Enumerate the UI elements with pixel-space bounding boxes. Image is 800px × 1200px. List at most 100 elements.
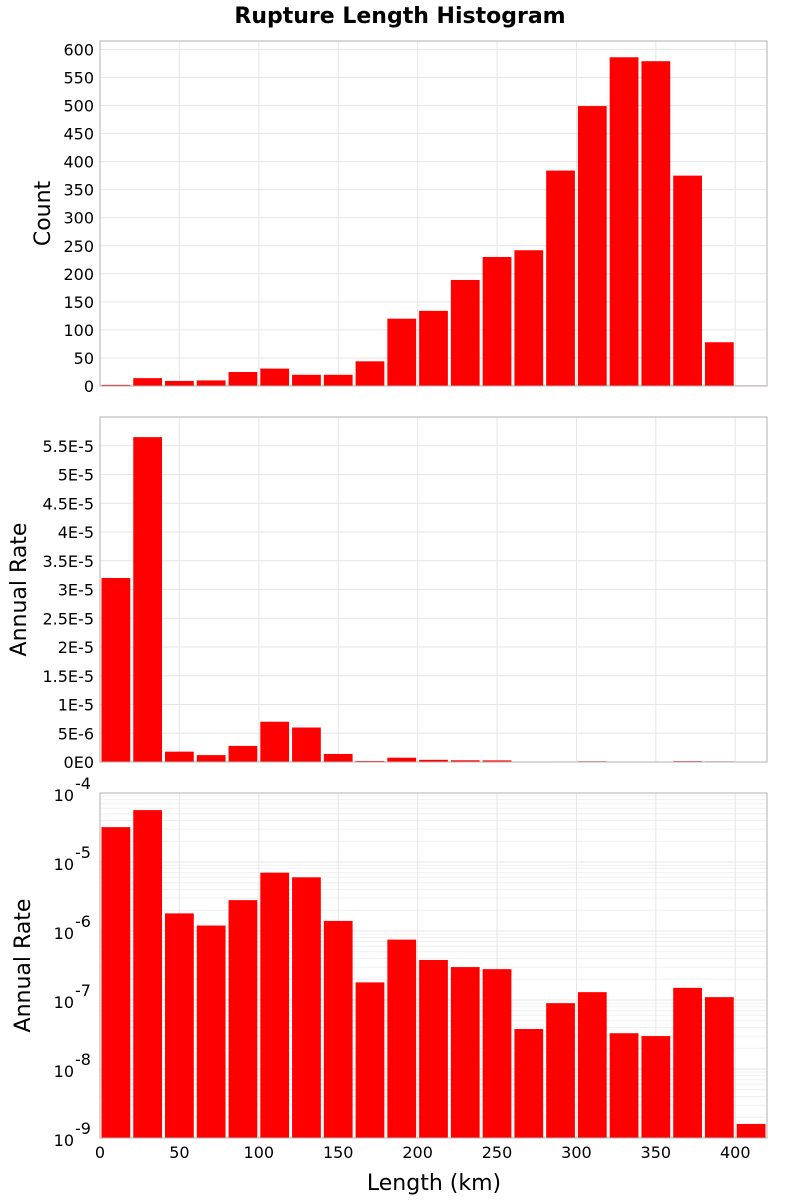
histogram-bar	[260, 368, 290, 386]
y-tick-exponent: -8	[75, 1050, 91, 1069]
histogram-bar	[323, 374, 353, 386]
histogram-bar	[482, 969, 512, 1138]
y-tick-label: 5E-6	[58, 724, 94, 743]
histogram-bar	[641, 61, 671, 386]
y-tick-label: 550	[63, 68, 94, 87]
histogram-bar	[387, 939, 417, 1138]
histogram-bar	[323, 920, 353, 1138]
histogram-bar	[673, 175, 702, 386]
histogram-bar	[419, 759, 448, 762]
histogram-bar	[450, 760, 480, 762]
histogram-bar	[704, 997, 734, 1138]
y-tick-label: 5.5E-5	[42, 437, 94, 456]
x-tick-label: 50	[169, 1143, 189, 1162]
y-tick-exponent: -6	[75, 912, 91, 931]
y-tick-label: 10	[54, 1131, 74, 1150]
histogram-bar	[292, 727, 321, 762]
histogram-bar	[577, 106, 607, 386]
x-tick-label: 200	[402, 1143, 433, 1162]
histogram-bar	[355, 760, 385, 762]
y-tick-label: 10	[54, 855, 74, 874]
y-tick-label: 10	[54, 1062, 74, 1081]
histogram-bar	[133, 437, 163, 762]
y-tick-label: 600	[63, 40, 94, 59]
y-tick-label: 1E-5	[58, 696, 94, 715]
plot-frame	[99, 416, 768, 763]
y-tick-label: 50	[74, 349, 94, 368]
histogram-bar	[260, 721, 290, 762]
histogram-bar	[482, 256, 512, 386]
histogram-bar	[387, 318, 417, 386]
y-tick-label: 0E0	[64, 753, 94, 772]
plot-frame	[99, 792, 768, 1139]
histogram-bar	[546, 1003, 575, 1138]
histogram-bar	[196, 755, 226, 762]
y-tick-label: 200	[63, 265, 94, 284]
histogram-bar	[450, 967, 480, 1138]
y-tick-exponent: -4	[75, 774, 91, 793]
histogram-bar	[133, 378, 163, 386]
x-tick-label: 300	[561, 1143, 592, 1162]
histogram-bar	[387, 757, 417, 762]
histogram-bar	[165, 913, 194, 1138]
histogram-bar	[704, 342, 734, 386]
y-tick-label: 250	[63, 237, 94, 256]
y-tick-label: 10	[54, 786, 74, 805]
histogram-bar	[419, 310, 448, 386]
y-axis-label: Count	[31, 180, 56, 246]
y-tick-label: 2.5E-5	[42, 609, 94, 628]
histogram-bar	[228, 371, 258, 386]
histogram-bar	[228, 900, 258, 1138]
plot-frame	[99, 40, 768, 387]
y-tick-exponent: -5	[75, 843, 91, 862]
x-axis-label: Length (km)	[367, 1171, 501, 1196]
histogram-bar	[577, 992, 607, 1138]
histogram-bar	[546, 170, 575, 386]
histogram-bar	[196, 925, 226, 1138]
x-tick-label: 0	[95, 1143, 105, 1162]
histogram-bar	[609, 57, 639, 387]
histogram-bar	[165, 380, 194, 386]
histogram-bar	[355, 982, 385, 1138]
y-tick-label: 450	[63, 125, 94, 144]
histogram-bar	[355, 361, 385, 386]
y-axis-label: Annual Rate	[11, 899, 36, 1033]
histogram-bar	[641, 1036, 671, 1138]
y-axis-label: Annual Rate	[7, 523, 32, 657]
panel-2: 0E0 5E-6 1E-5 1.5E-5 2E-5 2.5E-5 3E-5 3.5E-5 4E-…	[7, 416, 768, 772]
histogram-bar	[323, 753, 353, 762]
histogram-bar	[196, 380, 226, 386]
y-tick-label: 400	[63, 153, 94, 172]
histogram-bar	[450, 279, 480, 386]
histogram-bar	[736, 1123, 766, 1138]
histogram-bar	[101, 578, 131, 762]
histogram-bar	[101, 384, 131, 386]
y-tick-exponent: -9	[75, 1119, 91, 1138]
y-tick-label: 150	[63, 293, 94, 312]
y-tick-label: 2E-5	[58, 638, 94, 657]
y-tick-label: 10	[54, 924, 74, 943]
y-tick-label: 350	[63, 181, 94, 200]
y-tick-exponent: -7	[75, 981, 91, 1000]
histogram-bar	[609, 1033, 639, 1138]
y-tick-label: 5E-5	[58, 466, 94, 485]
histogram-bar	[673, 987, 702, 1138]
histogram-bar	[292, 374, 321, 386]
histogram-bar	[260, 872, 290, 1138]
y-tick-label: 500	[63, 97, 94, 116]
y-tick-label: 1.5E-5	[42, 667, 94, 686]
x-tick-label: 400	[720, 1143, 751, 1162]
chart-title: Rupture Length Histogram	[234, 4, 565, 29]
x-tick-label: 350	[641, 1143, 672, 1162]
histogram-bar	[482, 760, 512, 762]
histogram-bar	[292, 877, 321, 1138]
histogram-bar	[101, 827, 131, 1138]
y-tick-label: 0	[84, 377, 94, 396]
y-tick-label: 4E-5	[58, 523, 94, 542]
x-tick-label: 100	[244, 1143, 275, 1162]
x-tick-label: 150	[323, 1143, 354, 1162]
histogram-bar	[228, 745, 258, 762]
panel-1: 0 50 100 150 200 250 300 350 400 450 500 550 600 Coun…	[31, 40, 768, 396]
y-tick-label: 4.5E-5	[42, 494, 94, 513]
